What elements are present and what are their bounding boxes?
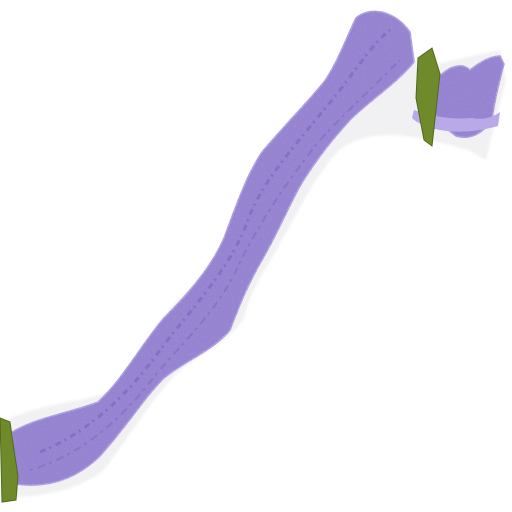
ink-marker-upper-right (415, 47, 441, 147)
tissue-streak (29, 59, 401, 471)
detached-fragment (433, 55, 505, 138)
tissue-streak (39, 28, 391, 454)
core-biopsy-strip (11, 10, 415, 486)
ink-marker-lower-left (0, 417, 19, 503)
